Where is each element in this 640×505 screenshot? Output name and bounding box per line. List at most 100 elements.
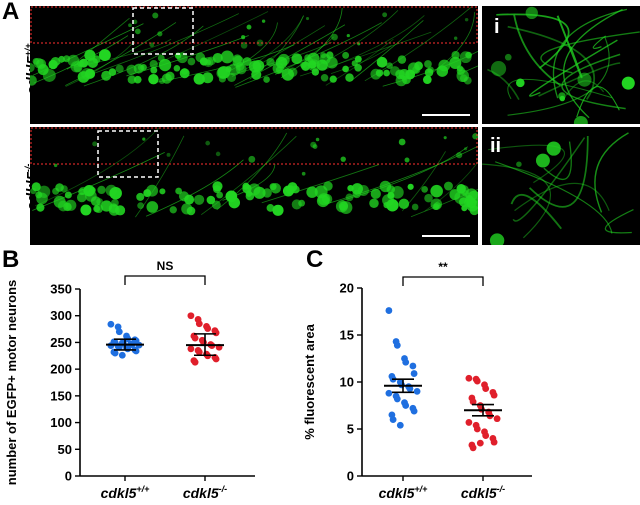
- micrograph-wildtype: [30, 6, 478, 124]
- axon-fiber: [65, 41, 135, 87]
- significance-bracket: [124, 275, 206, 285]
- neuron-soma: [383, 201, 390, 209]
- inset-soma: [489, 233, 505, 245]
- neuron-soma: [30, 75, 37, 86]
- neuron-soma: [158, 77, 165, 85]
- neuron-soma: [449, 56, 462, 69]
- chart-b: 0 50 100 150 200 250 300 350 number of EGFP+ mot…: [4, 259, 255, 501]
- neuron-soma: [149, 60, 158, 69]
- inset-fiber: [561, 53, 626, 110]
- axon-fiber: [457, 65, 478, 75]
- data-point: [482, 385, 490, 392]
- y-tick-label: 350: [50, 282, 72, 297]
- data-point: [482, 432, 490, 439]
- neuron-soma: [323, 181, 333, 191]
- neuron-soma: [152, 12, 159, 19]
- data-point: [465, 374, 473, 382]
- data-point: [118, 351, 126, 359]
- neuron-soma: [137, 64, 145, 71]
- neuron-soma: [126, 64, 137, 75]
- inset-wildtype-label: i: [494, 16, 500, 38]
- inset-soma: [516, 161, 522, 167]
- neuron-soma: [215, 151, 221, 157]
- neuron-soma: [404, 157, 410, 163]
- neuron-soma: [301, 171, 306, 176]
- y-tick-label: 15: [340, 328, 354, 343]
- neuron-soma: [272, 204, 284, 216]
- x-tick-label: cdkl5+/+: [379, 484, 429, 501]
- axon-fiber: [261, 164, 380, 204]
- neuron-soma: [179, 68, 190, 79]
- neuron-soma: [346, 33, 350, 38]
- neuron-soma: [272, 62, 284, 75]
- axon-fiber: [83, 13, 239, 78]
- axon-fiber: [135, 135, 185, 218]
- inset-fiber: [592, 35, 607, 49]
- neuron-soma: [80, 204, 92, 216]
- neuron-soma: [148, 73, 159, 85]
- chart-c: 0 5 10 15 20 % fluorescent area cdkl5+/+ cdkl5-…: [302, 260, 532, 501]
- neuron-soma: [165, 71, 175, 81]
- neuron-soma: [320, 73, 329, 82]
- axon-fiber: [330, 45, 392, 74]
- neuron-soma: [464, 17, 469, 22]
- neuron-soma: [235, 63, 247, 75]
- neuron-soma: [225, 190, 238, 203]
- neuron-soma: [421, 185, 429, 193]
- neuron-soma: [370, 68, 382, 80]
- neuron-soma: [77, 71, 90, 83]
- neuron-soma: [305, 17, 310, 21]
- neuron-soma: [173, 64, 181, 72]
- neuron-soma: [407, 183, 414, 190]
- axon-fiber: [145, 159, 244, 217]
- neuron-soma: [281, 68, 294, 81]
- neuron-soma: [287, 182, 298, 192]
- significance-label: NS: [157, 259, 174, 273]
- neuron-soma: [178, 191, 189, 202]
- micrograph-knockout: [30, 127, 478, 245]
- neuron-soma: [55, 183, 64, 192]
- neuron-soma: [321, 193, 333, 205]
- axon-fiber: [324, 15, 425, 70]
- data-point: [195, 348, 203, 356]
- y-tick-label: 5: [347, 422, 354, 437]
- data-point: [385, 307, 393, 314]
- data-point: [473, 377, 481, 385]
- neuron-soma: [262, 188, 272, 198]
- neuron-soma: [79, 58, 89, 68]
- x-tick-label: cdkl5-/-: [461, 484, 505, 501]
- y-tick-label: 0: [65, 469, 72, 484]
- inset-soma: [535, 153, 550, 168]
- neuron-soma: [211, 200, 221, 210]
- neuron-soma: [383, 69, 390, 77]
- significance-label: **: [438, 260, 448, 274]
- micrograph-knockout-image: [30, 127, 478, 237]
- neuron-soma: [169, 206, 177, 214]
- neuron-soma: [105, 184, 118, 197]
- neuron-soma: [347, 184, 354, 192]
- neuron-soma: [335, 200, 349, 213]
- neuron-soma: [256, 39, 264, 47]
- neuron-soma: [108, 204, 120, 216]
- neuron-soma: [203, 56, 214, 68]
- neuron-soma: [187, 57, 196, 66]
- neuron-soma: [36, 58, 47, 69]
- neuron-soma: [345, 193, 354, 202]
- inset-soma: [504, 53, 512, 61]
- data-point: [410, 370, 418, 377]
- neuron-soma: [443, 181, 453, 191]
- neuron-soma: [298, 199, 306, 207]
- y-tick-label: 50: [58, 442, 72, 457]
- inset-fiber: [563, 8, 623, 119]
- neuron-soma: [386, 62, 393, 70]
- data-point: [107, 342, 115, 350]
- neuron-soma: [218, 75, 226, 83]
- inset-soma: [621, 76, 635, 90]
- roi-box: [30, 127, 478, 165]
- neuron-soma: [269, 183, 277, 191]
- neuron-soma: [194, 194, 205, 205]
- inset-fiber: [510, 194, 562, 230]
- data-point: [187, 345, 195, 353]
- neuron-soma: [37, 185, 51, 198]
- y-tick-label: 300: [50, 308, 72, 323]
